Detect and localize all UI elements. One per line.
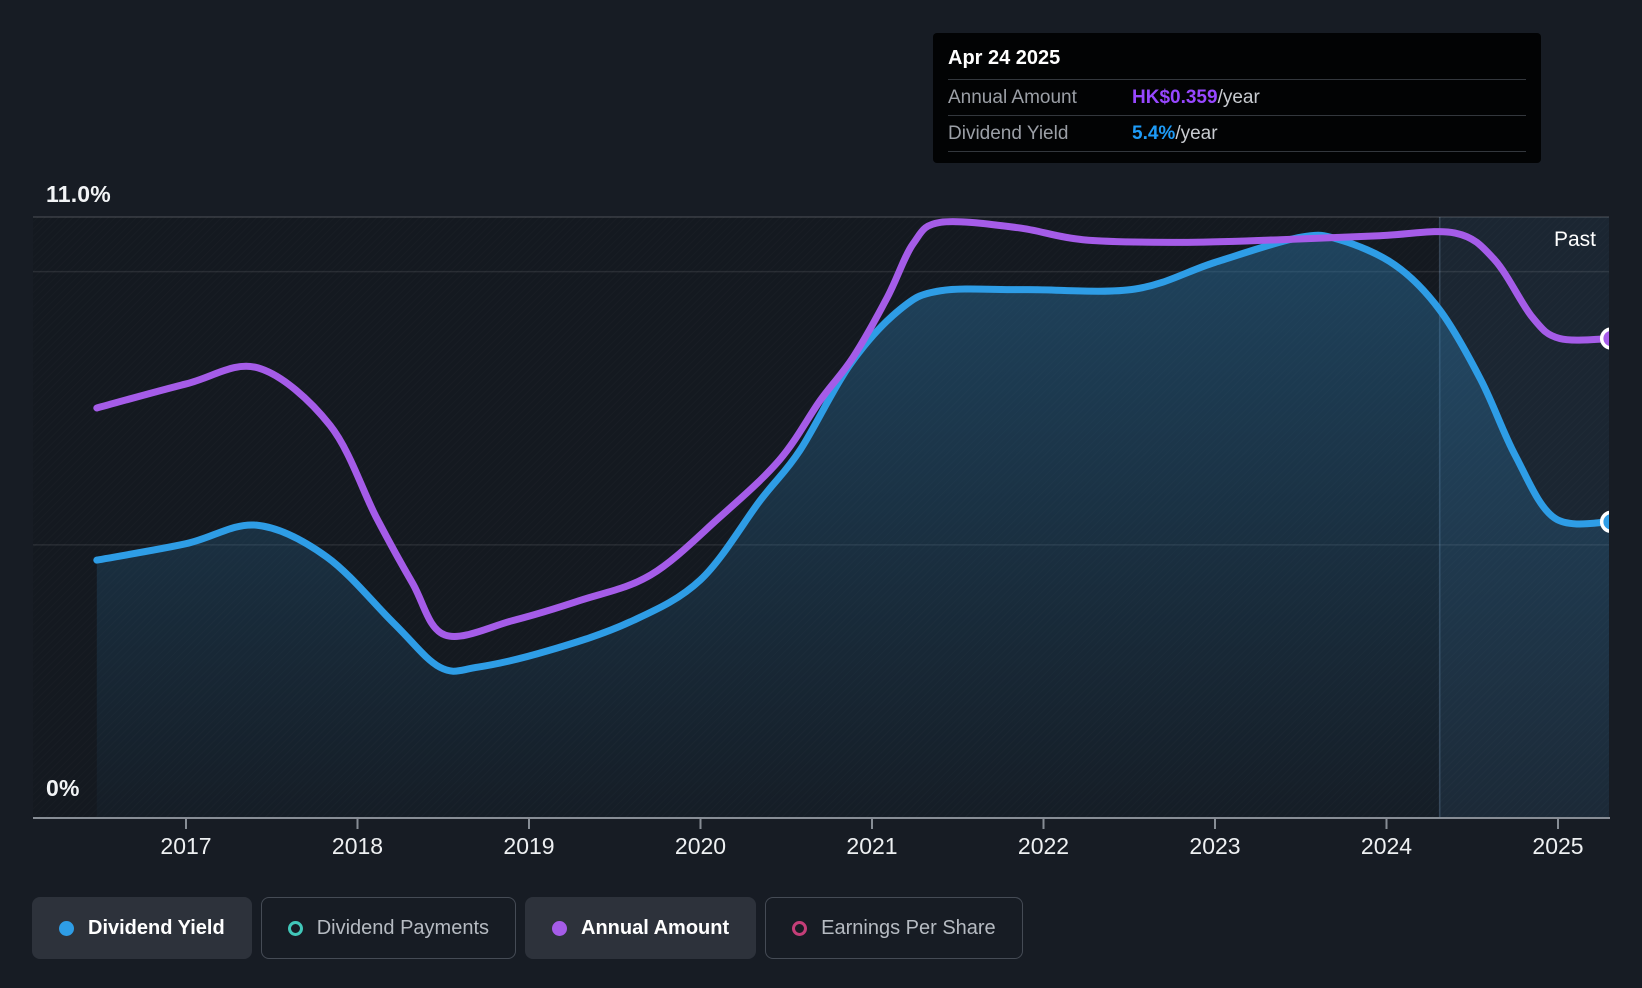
tooltip-row-value: 5.4%: [1132, 122, 1176, 144]
chart-tooltip: Apr 24 2025 Annual Amount HK$0.359 /year…: [933, 33, 1541, 163]
svg-text:2021: 2021: [846, 833, 897, 859]
tooltip-row-label: Dividend Yield: [948, 122, 1069, 144]
y-axis-zero-label: 0%: [46, 775, 80, 801]
dividend-payments-ring-icon: [287, 920, 303, 936]
tooltip-row-annual-amount: Annual Amount HK$0.359 /year: [948, 79, 1526, 115]
dividend-yield-dot-icon: [59, 920, 74, 936]
legend-button-annual-amount[interactable]: Annual Amount: [525, 897, 757, 959]
tooltip-row-suffix: /year: [1175, 122, 1218, 144]
tooltip-row-suffix: /year: [1217, 86, 1260, 108]
svg-text:2025: 2025: [1532, 833, 1583, 859]
legend: Dividend Yield Dividend Payments Annual …: [32, 897, 1023, 959]
tooltip-date: Apr 24 2025: [948, 47, 1061, 69]
svg-text:2017: 2017: [160, 833, 211, 859]
legend-label: Dividend Yield: [88, 916, 225, 939]
svg-text:2018: 2018: [332, 833, 383, 859]
tooltip-row-value: HK$0.359: [1132, 86, 1218, 108]
past-region-label: Past: [1553, 228, 1596, 251]
annual-amount-dot-icon: [552, 920, 568, 936]
earnings-per-share-ring-icon: [792, 920, 808, 936]
legend-label: Earnings Per Share: [821, 916, 996, 939]
legend-button-earnings-per-share[interactable]: Earnings Per Share: [765, 897, 1023, 959]
legend-button-dividend-yield[interactable]: Dividend Yield: [32, 897, 252, 959]
tooltip-row-label: Annual Amount: [948, 86, 1077, 108]
legend-label: Annual Amount: [581, 916, 730, 939]
svg-text:2020: 2020: [675, 833, 726, 859]
legend-label: Dividend Payments: [316, 916, 490, 939]
legend-button-dividend-payments[interactable]: Dividend Payments: [260, 897, 517, 959]
svg-text:2019: 2019: [503, 833, 554, 859]
svg-text:2022: 2022: [1018, 833, 1069, 859]
svg-text:2024: 2024: [1361, 833, 1412, 859]
tooltip-rows: Annual Amount HK$0.359 /year Dividend Yi…: [948, 79, 1526, 152]
y-axis-max-label: 11.0%: [46, 181, 111, 207]
svg-text:2023: 2023: [1189, 833, 1240, 859]
tooltip-row-dividend-yield: Dividend Yield 5.4% /year: [948, 115, 1526, 151]
